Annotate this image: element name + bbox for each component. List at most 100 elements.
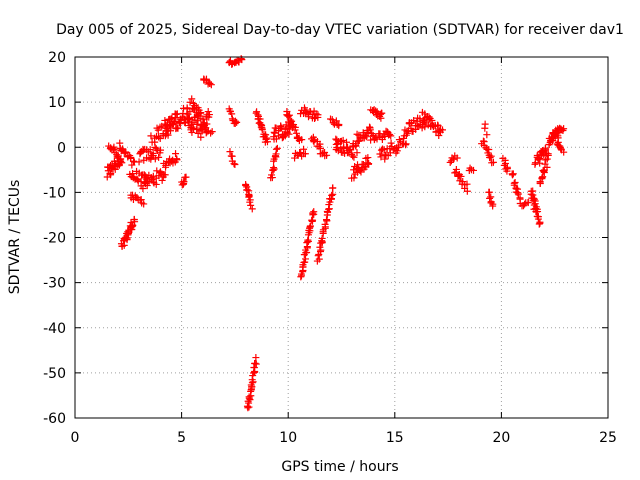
data-point xyxy=(251,359,259,367)
data-point xyxy=(521,200,529,208)
data-point xyxy=(129,170,137,178)
data-point xyxy=(155,153,163,161)
data-point xyxy=(228,110,236,118)
data-point xyxy=(386,130,394,138)
y-tick-label: -60 xyxy=(43,411,66,427)
data-point xyxy=(438,126,446,134)
data-point xyxy=(487,152,495,160)
data-point xyxy=(248,205,256,213)
data-point xyxy=(237,55,245,63)
data-point xyxy=(310,208,318,216)
data-point xyxy=(188,95,196,103)
data-point xyxy=(197,133,205,141)
data-point xyxy=(378,109,386,117)
data-point xyxy=(376,150,384,158)
data-point xyxy=(314,113,322,121)
data-point xyxy=(203,120,211,128)
data-point xyxy=(258,126,266,134)
data-point xyxy=(332,117,340,125)
data-point xyxy=(231,117,239,125)
data-point xyxy=(252,354,260,362)
data-point xyxy=(301,255,309,263)
data-point xyxy=(122,148,130,156)
data-point xyxy=(309,209,317,217)
data-point xyxy=(274,132,282,140)
data-point xyxy=(352,142,360,150)
data-point xyxy=(151,155,159,163)
data-point xyxy=(206,79,214,87)
data-point xyxy=(435,132,443,140)
data-point xyxy=(318,234,326,242)
data-point xyxy=(230,160,238,168)
data-point xyxy=(481,124,489,132)
x-tick-label: 20 xyxy=(492,430,510,446)
data-point xyxy=(154,126,162,134)
data-point xyxy=(553,130,561,138)
data-point xyxy=(205,113,213,121)
data-point xyxy=(107,170,115,178)
data-point xyxy=(226,148,234,156)
data-point xyxy=(416,115,424,123)
data-point xyxy=(328,116,336,124)
data-point xyxy=(130,216,138,224)
data-point xyxy=(268,174,276,182)
data-point xyxy=(529,191,537,199)
data-point xyxy=(534,215,542,223)
y-tick-label: -50 xyxy=(43,366,66,382)
data-point xyxy=(304,236,312,244)
data-point xyxy=(113,151,121,159)
data-point xyxy=(300,258,308,266)
data-point xyxy=(245,192,253,200)
data-point xyxy=(311,114,319,122)
data-point xyxy=(114,154,122,162)
data-point xyxy=(514,190,522,198)
data-point xyxy=(293,129,301,137)
data-point xyxy=(172,118,180,126)
data-point xyxy=(156,123,164,131)
data-point xyxy=(180,178,188,186)
data-point xyxy=(486,154,494,162)
data-point xyxy=(270,164,278,172)
data-point xyxy=(185,115,193,123)
data-point xyxy=(539,173,547,181)
data-point xyxy=(270,165,278,173)
data-point xyxy=(283,107,291,115)
data-point xyxy=(120,149,128,157)
data-point xyxy=(536,179,544,187)
data-point xyxy=(542,156,550,164)
data-point xyxy=(123,234,131,242)
data-point xyxy=(118,159,126,167)
data-point xyxy=(321,220,329,228)
data-point xyxy=(387,132,395,140)
data-points xyxy=(103,55,568,412)
data-point xyxy=(151,138,159,146)
data-point xyxy=(178,181,186,189)
y-tick-label: 0 xyxy=(57,140,66,156)
data-point xyxy=(135,158,143,166)
data-point xyxy=(188,123,196,131)
data-point xyxy=(323,216,331,224)
data-point xyxy=(286,111,293,119)
data-point xyxy=(164,131,172,139)
data-point xyxy=(489,158,497,166)
data-point xyxy=(353,149,361,157)
data-point xyxy=(402,131,410,139)
data-point xyxy=(161,116,169,124)
axis-ticks: 0 5 10 15 20 25 -60 -50 -40 -30 -20 -10 0 10 20 xyxy=(43,50,617,446)
data-point xyxy=(207,129,215,137)
data-point xyxy=(350,174,358,182)
data-point xyxy=(243,402,251,410)
data-point xyxy=(393,147,401,155)
data-point xyxy=(328,191,336,199)
data-point xyxy=(324,208,332,216)
y-tick-label: 20 xyxy=(48,50,66,66)
data-point xyxy=(560,148,568,156)
y-tick-label: -10 xyxy=(43,185,66,201)
data-point xyxy=(152,180,160,188)
data-point xyxy=(543,155,551,163)
data-point xyxy=(194,129,202,137)
y-tick-label: -40 xyxy=(43,321,66,337)
data-point xyxy=(253,108,261,116)
y-tick-label: 10 xyxy=(48,95,66,111)
